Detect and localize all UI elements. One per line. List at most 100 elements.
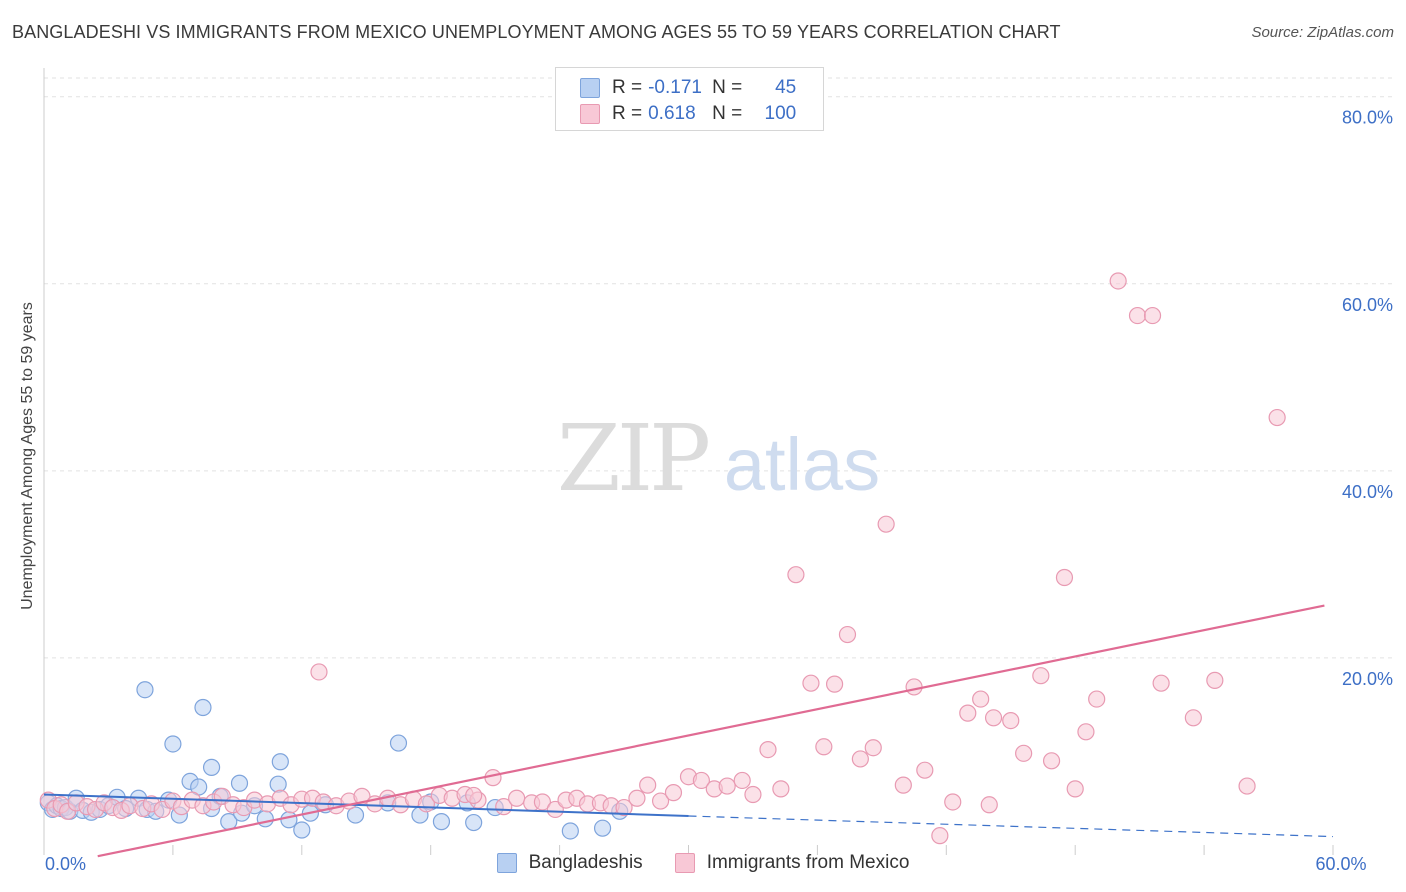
point-mexico bbox=[864, 739, 882, 757]
trend-line-bangladeshis bbox=[43, 793, 689, 818]
data-points bbox=[39, 272, 1286, 845]
point-bangladeshis bbox=[136, 681, 154, 699]
series-legend: Bangladeshis Immigrants from Mexico bbox=[0, 852, 1406, 874]
point-bangladeshis bbox=[230, 774, 249, 792]
point-bangladeshis bbox=[561, 822, 579, 840]
legend-label: Immigrants from Mexico bbox=[706, 852, 910, 873]
point-mexico bbox=[931, 827, 949, 845]
point-mexico bbox=[533, 793, 552, 811]
x-tick-label: 60.0% bbox=[1315, 854, 1366, 874]
x-tick-label: 0.0% bbox=[45, 854, 86, 874]
point-mexico bbox=[1015, 744, 1033, 762]
trend-lines bbox=[43, 604, 1334, 858]
point-bangladeshis bbox=[465, 813, 483, 832]
point-mexico bbox=[1128, 306, 1147, 325]
watermark-atlas: atlas bbox=[724, 423, 880, 506]
n-value: 100 bbox=[764, 103, 797, 124]
point-mexico bbox=[1238, 777, 1256, 795]
source-label: Source: ZipAtlas.com bbox=[1251, 24, 1394, 41]
point-mexico bbox=[1088, 690, 1106, 708]
point-mexico bbox=[851, 750, 869, 768]
point-bangladeshis bbox=[202, 758, 221, 776]
point-bangladeshis bbox=[432, 813, 451, 831]
point-mexico bbox=[1206, 671, 1224, 689]
point-mexico bbox=[815, 738, 833, 756]
point-mexico bbox=[1152, 674, 1170, 692]
point-bangladeshis bbox=[271, 753, 289, 771]
point-bangladeshis bbox=[194, 698, 212, 717]
r-label: R = bbox=[612, 103, 643, 124]
correlation-legend: R = -0.171 N = 45 R = 0.618 N = 100 bbox=[555, 67, 824, 131]
point-mexico bbox=[944, 793, 962, 811]
point-bangladeshis bbox=[280, 811, 298, 829]
watermark-zip: ZIP bbox=[557, 405, 708, 512]
point-mexico bbox=[959, 704, 977, 722]
y-tick-label: 40.0% bbox=[1342, 482, 1393, 502]
point-mexico bbox=[1143, 306, 1162, 325]
n-label: N = bbox=[712, 103, 743, 124]
n-label: N = bbox=[712, 77, 743, 98]
point-bangladeshis bbox=[346, 806, 365, 824]
chart-title: BANGLADESHI VS IMMIGRANTS FROM MEXICO UN… bbox=[12, 22, 1061, 42]
point-mexico bbox=[651, 792, 670, 810]
trend-line-mexico bbox=[97, 604, 1325, 858]
point-mexico bbox=[508, 789, 526, 807]
point-mexico bbox=[905, 678, 923, 696]
point-bangladeshis bbox=[164, 735, 182, 753]
point-mexico bbox=[718, 777, 736, 795]
point-mexico bbox=[972, 690, 990, 708]
point-mexico bbox=[894, 776, 912, 794]
point-mexico bbox=[1109, 272, 1127, 290]
point-mexico bbox=[1042, 752, 1061, 770]
point-bangladeshis bbox=[269, 775, 287, 793]
r-label: R = bbox=[612, 77, 643, 98]
grid-lines bbox=[44, 77, 1392, 659]
point-mexico bbox=[838, 625, 857, 644]
blue-swatch-icon bbox=[580, 78, 600, 98]
point-mexico bbox=[744, 785, 762, 804]
legend-row-bangladeshis: R = -0.171 N = 45 bbox=[580, 76, 796, 100]
n-value: 45 bbox=[775, 77, 797, 98]
point-mexico bbox=[759, 740, 777, 759]
r-value: -0.171 bbox=[648, 77, 702, 98]
point-mexico bbox=[733, 771, 751, 790]
point-mexico bbox=[1268, 408, 1286, 427]
point-mexico bbox=[465, 786, 483, 805]
point-mexico bbox=[825, 675, 844, 693]
r-value: 0.618 bbox=[648, 103, 696, 124]
point-mexico bbox=[546, 800, 564, 819]
point-mexico bbox=[980, 796, 998, 814]
point-bangladeshis bbox=[256, 810, 274, 828]
point-mexico bbox=[1077, 723, 1095, 741]
point-mexico bbox=[877, 515, 895, 533]
point-mexico bbox=[615, 798, 633, 817]
y-tick-label: 80.0% bbox=[1342, 108, 1393, 128]
trend-line-bangladeshis-extension bbox=[688, 815, 1334, 838]
point-mexico bbox=[639, 776, 657, 794]
y-tick-label: 20.0% bbox=[1342, 669, 1393, 689]
pink-swatch-icon bbox=[674, 853, 695, 873]
legend-item-mexico[interactable]: Immigrants from Mexico bbox=[674, 852, 910, 874]
point-mexico bbox=[1055, 568, 1074, 587]
point-mexico bbox=[772, 780, 790, 798]
tick-labels: 20.0% 40.0% 60.0% 80.0% 0.0% 60.0% bbox=[45, 108, 1393, 874]
y-tick-label: 60.0% bbox=[1342, 295, 1393, 315]
watermark: ZIP atlas bbox=[557, 405, 880, 512]
point-mexico bbox=[628, 789, 646, 807]
point-mexico bbox=[787, 566, 805, 584]
point-mexico bbox=[802, 674, 820, 692]
point-mexico bbox=[984, 709, 1003, 727]
legend-item-bangladeshis[interactable]: Bangladeshis bbox=[496, 852, 643, 874]
point-mexico bbox=[664, 784, 683, 802]
blue-swatch-icon bbox=[496, 853, 517, 873]
point-bangladeshis bbox=[593, 819, 612, 837]
point-mexico bbox=[1002, 711, 1020, 730]
point-mexico bbox=[1184, 709, 1202, 727]
point-bangladeshis bbox=[293, 821, 311, 839]
point-mexico bbox=[1066, 780, 1084, 798]
axes bbox=[43, 68, 1334, 855]
legend-label: Bangladeshis bbox=[528, 852, 643, 873]
point-bangladeshis bbox=[389, 734, 408, 752]
point-mexico bbox=[1032, 667, 1050, 685]
